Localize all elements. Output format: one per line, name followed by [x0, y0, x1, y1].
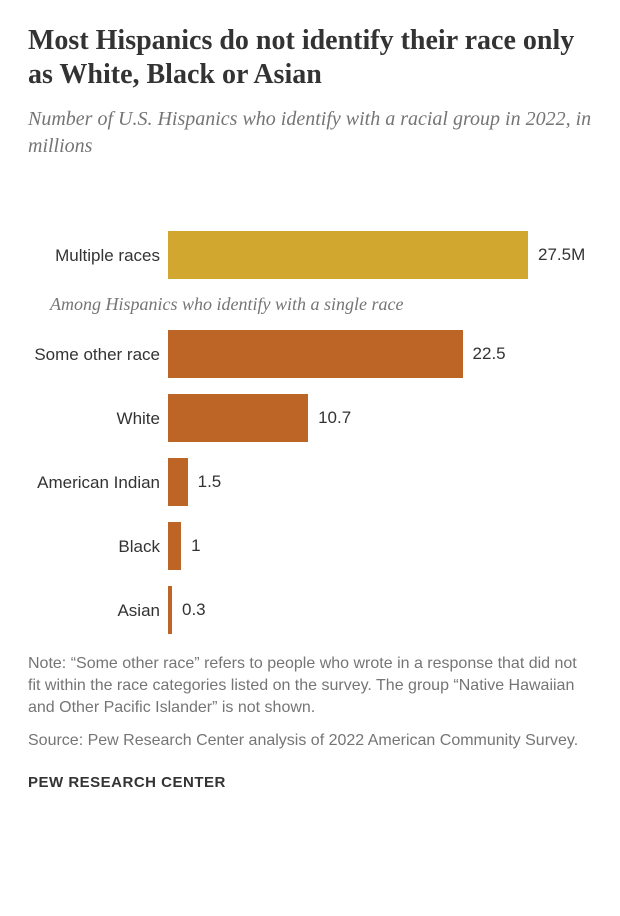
- bar: [168, 586, 172, 634]
- bar: [168, 330, 463, 378]
- footer-attribution: PEW RESEARCH CENTER: [28, 774, 592, 791]
- bar-row: White 10.7: [28, 393, 592, 443]
- chart-title: Most Hispanics do not identify their rac…: [28, 24, 592, 92]
- chart-subheader: Among Hispanics who identify with a sing…: [50, 294, 592, 315]
- bar-value: 10.7: [318, 408, 351, 428]
- bar-area: 22.5: [168, 330, 592, 378]
- bar-label: Asian: [28, 601, 168, 621]
- chart-subtitle: Number of U.S. Hispanics who identify wi…: [28, 106, 592, 160]
- bar-value: 22.5: [473, 344, 506, 364]
- bar-value: 1: [191, 536, 200, 556]
- bar-value: 1.5: [198, 472, 222, 492]
- bar-row-multiple-races: Multiple races 27.5M: [28, 230, 592, 280]
- bar-area: 1: [168, 522, 592, 570]
- bar-area: 0.3: [168, 586, 592, 634]
- bar-area: 10.7: [168, 394, 592, 442]
- bar: [168, 458, 188, 506]
- chart-source: Source: Pew Research Center analysis of …: [28, 730, 592, 752]
- bar-value: 0.3: [182, 600, 206, 620]
- chart-note: Note: “Some other race” refers to people…: [28, 653, 592, 719]
- bar-row: Asian 0.3: [28, 585, 592, 635]
- bar: [168, 394, 308, 442]
- bar-row: Black 1: [28, 521, 592, 571]
- bar-row: American Indian 1.5: [28, 457, 592, 507]
- bar-label: American Indian: [28, 473, 168, 493]
- bar-chart: Multiple races 27.5M Among Hispanics who…: [28, 230, 592, 635]
- bar-value: 27.5M: [538, 245, 585, 265]
- bar: [168, 522, 181, 570]
- bar-label: Multiple races: [28, 246, 168, 266]
- bar-label: Black: [28, 537, 168, 557]
- bar-area: 27.5M: [168, 231, 592, 279]
- bar-label: White: [28, 409, 168, 429]
- bar: [168, 231, 528, 279]
- bar-area: 1.5: [168, 458, 592, 506]
- bar-label: Some other race: [28, 345, 168, 365]
- bar-row: Some other race 22.5: [28, 329, 592, 379]
